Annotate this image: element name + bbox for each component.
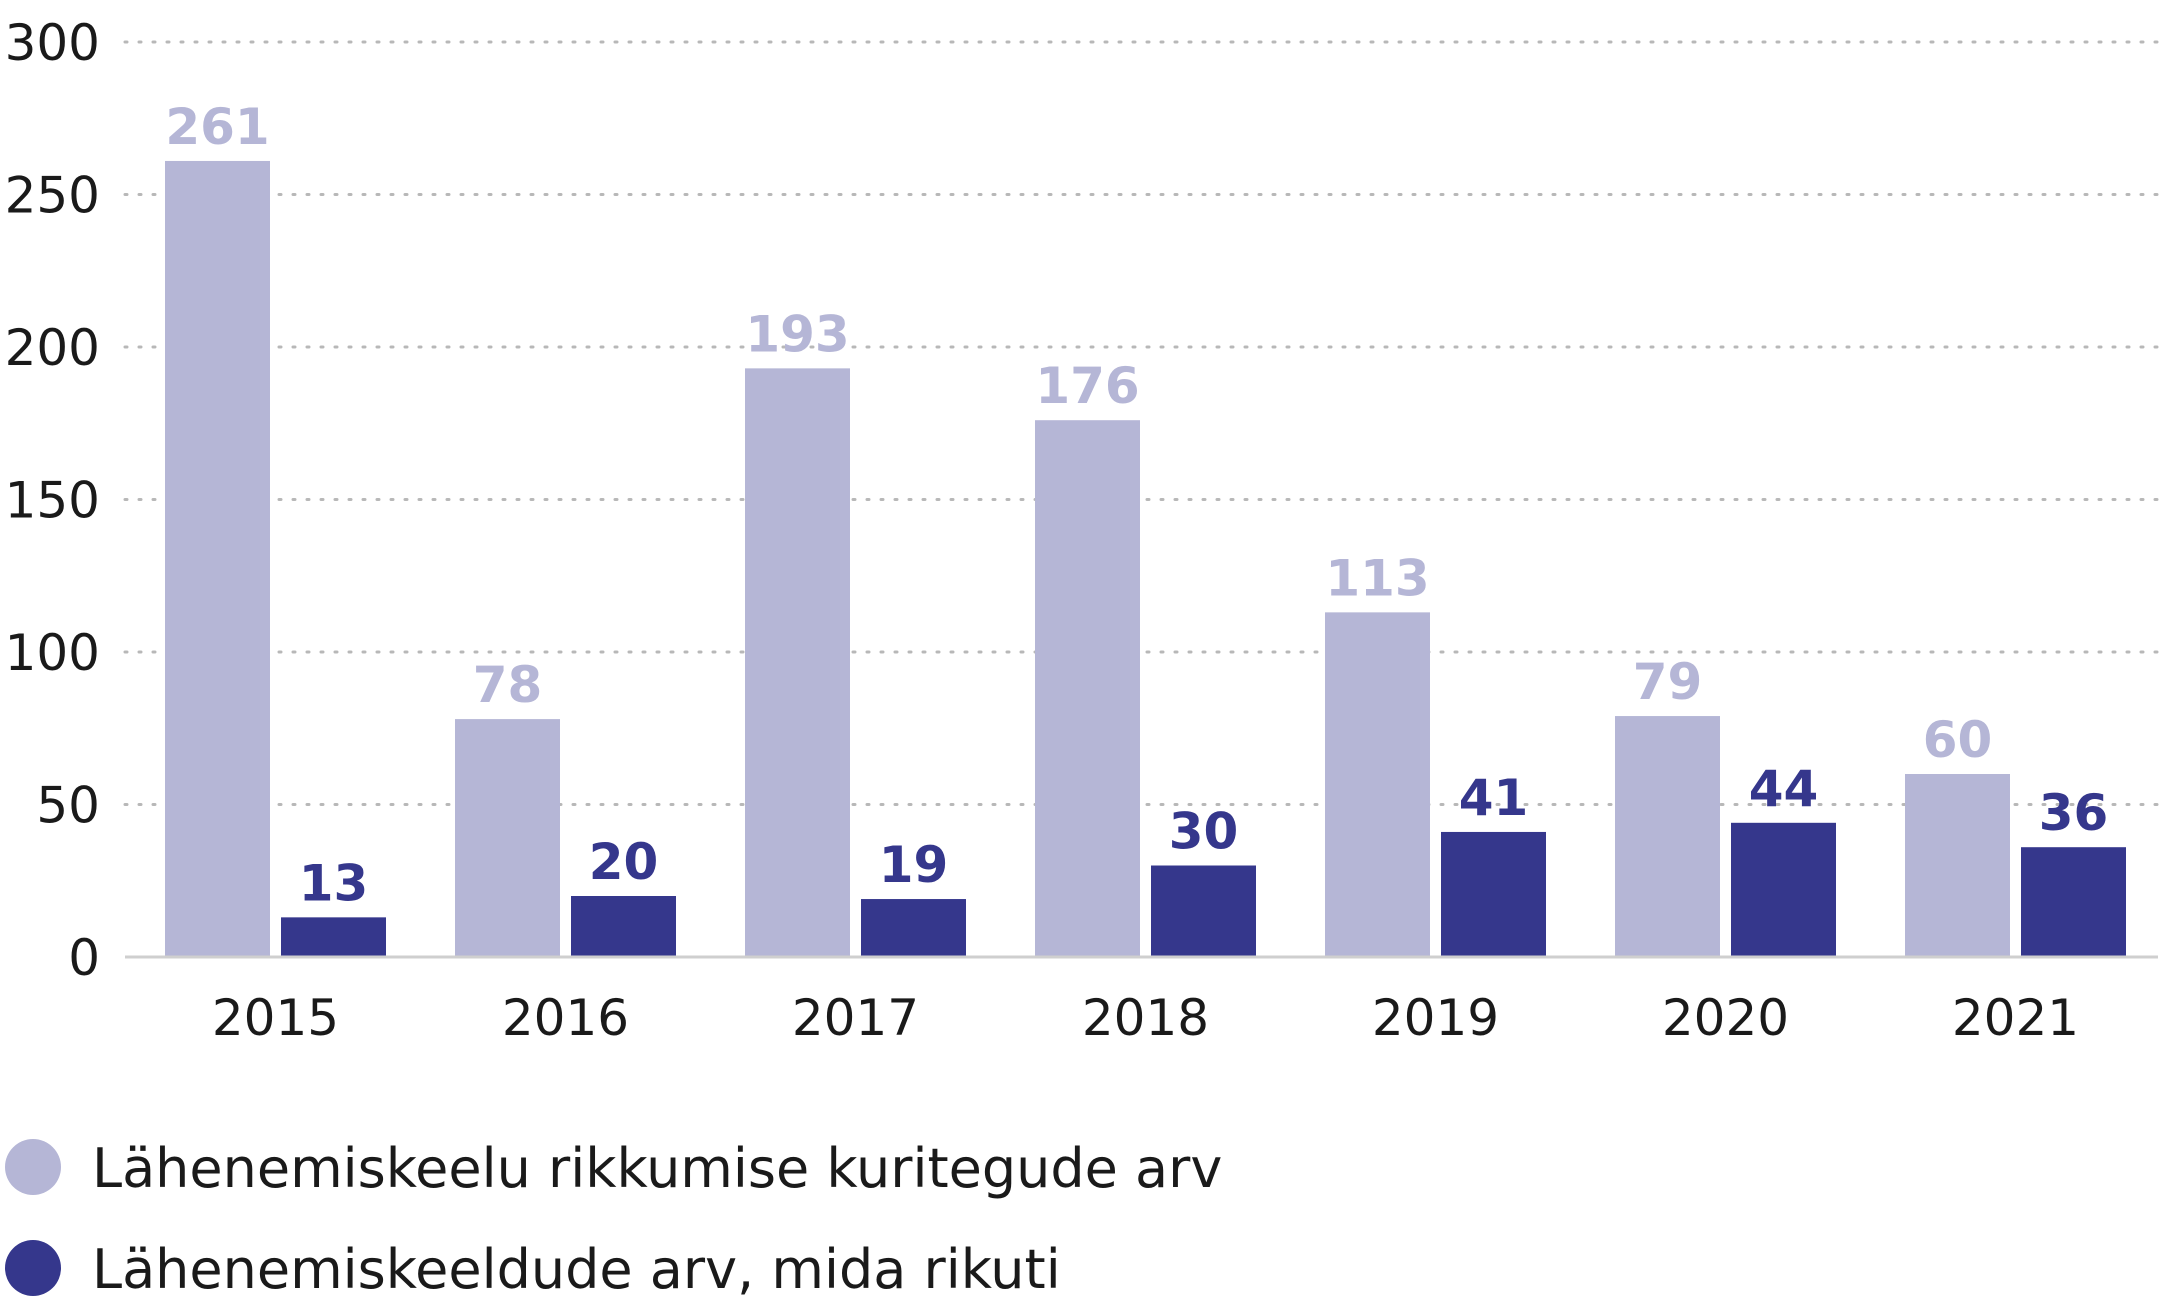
gridlines	[123, 40, 2160, 806]
data-label-kuriteod-2015: 261	[165, 98, 269, 156]
y-tick-label-200: 200	[5, 319, 100, 377]
x-tick-label-2016: 2016	[502, 989, 629, 1047]
x-axis-ticks: 2015 2016 2017 2018 2019 2020 2021	[212, 989, 2079, 1047]
bar-keelud-2021	[2021, 847, 2126, 957]
bar-keelud-2018	[1151, 865, 1256, 957]
data-label-keelud-2019: 41	[1459, 769, 1529, 827]
x-tick-label-2018: 2018	[1082, 989, 1209, 1047]
y-tick-label-0: 0	[68, 929, 100, 987]
bar-keelud-2016	[571, 896, 676, 957]
bar-kuriteod-2016	[455, 719, 560, 957]
x-tick-label-2020: 2020	[1662, 989, 1789, 1047]
bar-kuriteod-2015	[165, 160, 270, 957]
data-label-keelud-2020: 44	[1749, 760, 1819, 818]
y-tick-label-250: 250	[5, 167, 100, 225]
data-label-keelud-2015: 13	[299, 854, 369, 912]
data-label-keelud-2018: 30	[1169, 803, 1239, 861]
legend-label-1: Lähenemiskeelu rikkumise kuritegude arv	[92, 1137, 1222, 1200]
bar-kuriteod-2017	[745, 368, 850, 958]
data-label-keelud-2016: 20	[589, 833, 659, 891]
x-tick-label-2015: 2015	[212, 989, 339, 1047]
bar-keelud-2020	[1731, 822, 1836, 957]
legend-swatch-2	[5, 1240, 61, 1296]
data-labels: 261 13 78 20 193 19 176 30 113 41 79 44 60 36	[165, 98, 2108, 912]
legend-label-2: Lähenemiskeeldude arv, mida rikuti	[92, 1238, 1061, 1301]
legend-swatch-1	[5, 1139, 61, 1195]
data-label-kuriteod-2020: 79	[1633, 653, 1703, 711]
x-tick-label-2021: 2021	[1952, 989, 2079, 1047]
y-tick-label-300: 300	[5, 14, 100, 72]
bar-kuriteod-2020	[1615, 716, 1720, 957]
bar-kuriteod-2018	[1035, 420, 1140, 957]
bar-keelud-2019	[1441, 831, 1546, 957]
legend: Lähenemiskeelu rikkumise kuritegude arv L…	[5, 1137, 1222, 1301]
data-label-kuriteod-2019: 113	[1325, 549, 1429, 607]
x-tick-label-2019: 2019	[1372, 989, 1499, 1047]
data-label-kuriteod-2018: 176	[1035, 357, 1139, 415]
bar-kuriteod-2021	[1905, 774, 2010, 957]
y-tick-label-150: 150	[5, 472, 100, 530]
y-tick-label-50: 50	[36, 777, 100, 835]
data-label-kuriteod-2016: 78	[473, 656, 543, 714]
data-label-kuriteod-2017: 193	[745, 305, 849, 363]
data-label-keelud-2017: 19	[879, 836, 949, 894]
bar-kuriteod-2019	[1325, 612, 1430, 957]
data-label-keelud-2021: 36	[2039, 784, 2109, 842]
x-tick-label-2017: 2017	[792, 989, 919, 1047]
bar-keelud-2017	[861, 899, 966, 957]
bars	[165, 160, 2126, 958]
y-axis-ticks: 0 50 100 150 200 250 300	[5, 14, 100, 987]
y-tick-label-100: 100	[5, 624, 100, 682]
bar-keelud-2015	[281, 917, 386, 957]
data-label-kuriteod-2021: 60	[1923, 711, 1993, 769]
